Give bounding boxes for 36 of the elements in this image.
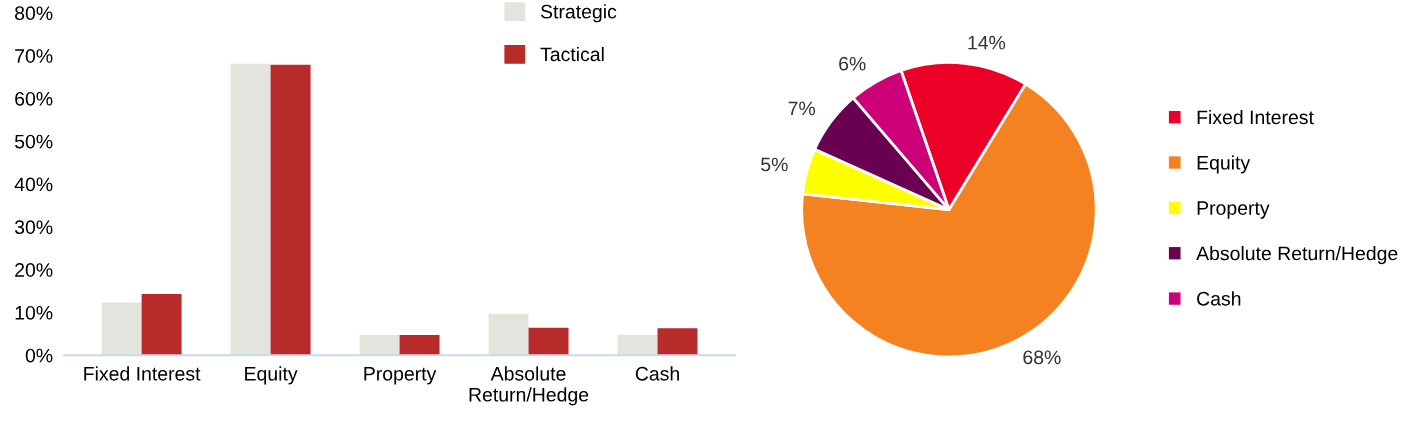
bar: [230, 63, 271, 356]
x-tick-label: Absolute Return/Hedge: [469, 366, 589, 406]
x-tick-label: Property: [364, 367, 437, 385]
x-tick-label: Cash: [635, 366, 679, 381]
legend-label: Strategic: [540, 4, 617, 23]
bar: [101, 302, 142, 356]
y-tick-label: 20%: [15, 263, 53, 277]
y-tick-label: 30%: [14, 220, 53, 235]
y-tick-label: 80%: [15, 6, 53, 21]
legend-label: Property: [1197, 201, 1270, 219]
data-label: 7%: [788, 101, 816, 116]
bar: [488, 313, 529, 356]
legend-label: Absolute Return/Hedge: [1196, 246, 1398, 265]
x-tick-label: Equity: [245, 366, 298, 385]
y-tick-label: 10%: [15, 305, 53, 320]
y-tick-label: 70%: [15, 49, 53, 63]
bar: [141, 294, 182, 356]
legend-label: Equity: [1197, 155, 1251, 174]
y-tick-label: 50%: [14, 134, 53, 149]
legend-label: Tactical: [540, 46, 604, 62]
y-tick-label: 40%: [14, 177, 53, 192]
data-label: 68%: [1023, 350, 1061, 365]
bar: [617, 334, 658, 356]
y-tick-label: 0%: [25, 348, 53, 363]
data-label: 6%: [839, 56, 866, 71]
y-tick-label: 60%: [15, 91, 53, 106]
bar: [528, 327, 569, 356]
data-label: 14%: [968, 35, 1006, 50]
legend-label: Fixed Interest: [1197, 109, 1314, 125]
bar: [270, 64, 311, 356]
legend-label: Cash: [1197, 291, 1241, 306]
bar: [359, 335, 400, 356]
bar: [399, 335, 440, 356]
data-label: 5%: [761, 157, 788, 172]
x-tick-label: Fixed Interest: [84, 366, 201, 381]
bar: [657, 328, 698, 356]
